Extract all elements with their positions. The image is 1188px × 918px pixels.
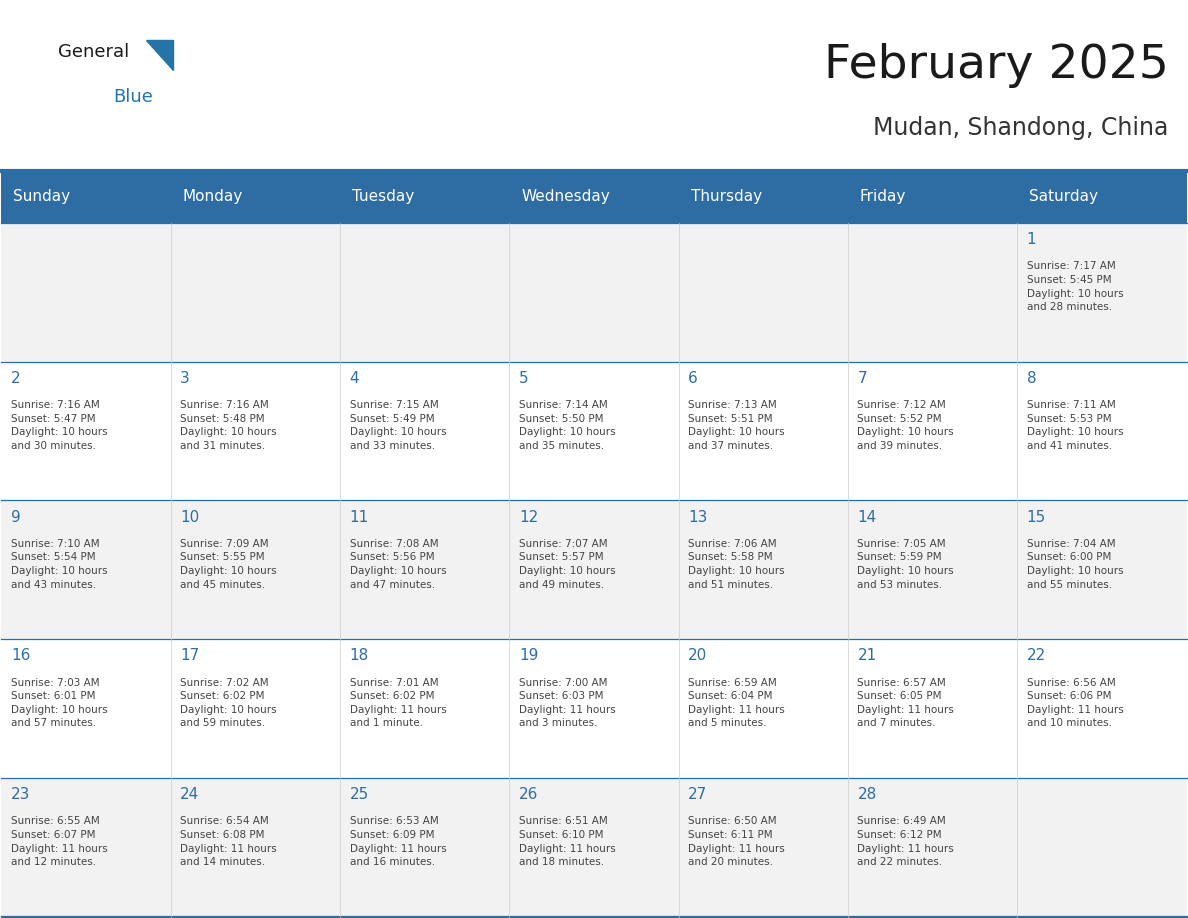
- Text: Sunrise: 7:10 AM
Sunset: 5:54 PM
Daylight: 10 hours
and 43 minutes.: Sunrise: 7:10 AM Sunset: 5:54 PM Dayligh…: [11, 539, 107, 589]
- Text: General: General: [58, 42, 129, 61]
- Text: Friday: Friday: [860, 189, 906, 205]
- Text: Thursday: Thursday: [690, 189, 762, 205]
- Text: 19: 19: [519, 648, 538, 664]
- Text: Sunrise: 7:01 AM
Sunset: 6:02 PM
Daylight: 11 hours
and 1 minute.: Sunrise: 7:01 AM Sunset: 6:02 PM Dayligh…: [349, 677, 447, 728]
- Text: Sunrise: 6:53 AM
Sunset: 6:09 PM
Daylight: 11 hours
and 16 minutes.: Sunrise: 6:53 AM Sunset: 6:09 PM Dayligh…: [349, 816, 447, 868]
- Text: 18: 18: [349, 648, 368, 664]
- Text: Blue: Blue: [113, 88, 153, 106]
- Text: 10: 10: [181, 509, 200, 524]
- Text: Sunrise: 7:09 AM
Sunset: 5:55 PM
Daylight: 10 hours
and 45 minutes.: Sunrise: 7:09 AM Sunset: 5:55 PM Dayligh…: [181, 539, 277, 589]
- Text: Sunrise: 6:49 AM
Sunset: 6:12 PM
Daylight: 11 hours
and 22 minutes.: Sunrise: 6:49 AM Sunset: 6:12 PM Dayligh…: [858, 816, 954, 868]
- Text: 2: 2: [11, 371, 20, 386]
- Text: 22: 22: [1026, 648, 1045, 664]
- Text: Sunrise: 7:15 AM
Sunset: 5:49 PM
Daylight: 10 hours
and 33 minutes.: Sunrise: 7:15 AM Sunset: 5:49 PM Dayligh…: [349, 400, 447, 451]
- Text: 15: 15: [1026, 509, 1045, 524]
- Text: 23: 23: [11, 787, 30, 802]
- Text: Sunrise: 7:07 AM
Sunset: 5:57 PM
Daylight: 10 hours
and 49 minutes.: Sunrise: 7:07 AM Sunset: 5:57 PM Dayligh…: [519, 539, 615, 589]
- FancyBboxPatch shape: [1, 500, 1187, 639]
- Text: Sunrise: 7:05 AM
Sunset: 5:59 PM
Daylight: 10 hours
and 53 minutes.: Sunrise: 7:05 AM Sunset: 5:59 PM Dayligh…: [858, 539, 954, 589]
- Text: 21: 21: [858, 648, 877, 664]
- FancyBboxPatch shape: [1, 171, 1187, 223]
- Text: Tuesday: Tuesday: [352, 189, 415, 205]
- Polygon shape: [146, 39, 173, 70]
- Text: 9: 9: [11, 509, 20, 524]
- Text: Mudan, Shandong, China: Mudan, Shandong, China: [873, 116, 1169, 140]
- Text: 13: 13: [688, 509, 708, 524]
- Text: 26: 26: [519, 787, 538, 802]
- Text: Sunrise: 7:16 AM
Sunset: 5:47 PM
Daylight: 10 hours
and 30 minutes.: Sunrise: 7:16 AM Sunset: 5:47 PM Dayligh…: [11, 400, 107, 451]
- Text: Monday: Monday: [183, 189, 242, 205]
- Text: Sunrise: 6:55 AM
Sunset: 6:07 PM
Daylight: 11 hours
and 12 minutes.: Sunrise: 6:55 AM Sunset: 6:07 PM Dayligh…: [11, 816, 108, 868]
- Text: Sunrise: 7:04 AM
Sunset: 6:00 PM
Daylight: 10 hours
and 55 minutes.: Sunrise: 7:04 AM Sunset: 6:00 PM Dayligh…: [1026, 539, 1124, 589]
- Text: Sunrise: 6:51 AM
Sunset: 6:10 PM
Daylight: 11 hours
and 18 minutes.: Sunrise: 6:51 AM Sunset: 6:10 PM Dayligh…: [519, 816, 615, 868]
- Text: 27: 27: [688, 787, 707, 802]
- Text: 1: 1: [1026, 232, 1036, 247]
- Text: Sunday: Sunday: [13, 189, 70, 205]
- Text: Wednesday: Wednesday: [522, 189, 609, 205]
- Text: Sunrise: 7:17 AM
Sunset: 5:45 PM
Daylight: 10 hours
and 28 minutes.: Sunrise: 7:17 AM Sunset: 5:45 PM Dayligh…: [1026, 262, 1124, 312]
- Text: 16: 16: [11, 648, 30, 664]
- Text: 4: 4: [349, 371, 359, 386]
- Text: Sunrise: 7:14 AM
Sunset: 5:50 PM
Daylight: 10 hours
and 35 minutes.: Sunrise: 7:14 AM Sunset: 5:50 PM Dayligh…: [519, 400, 615, 451]
- Text: 28: 28: [858, 787, 877, 802]
- FancyBboxPatch shape: [1, 639, 1187, 778]
- Text: 8: 8: [1026, 371, 1036, 386]
- Text: Sunrise: 6:56 AM
Sunset: 6:06 PM
Daylight: 11 hours
and 10 minutes.: Sunrise: 6:56 AM Sunset: 6:06 PM Dayligh…: [1026, 677, 1124, 728]
- Text: 11: 11: [349, 509, 368, 524]
- Text: Sunrise: 7:12 AM
Sunset: 5:52 PM
Daylight: 10 hours
and 39 minutes.: Sunrise: 7:12 AM Sunset: 5:52 PM Dayligh…: [858, 400, 954, 451]
- Text: 20: 20: [688, 648, 707, 664]
- Text: 5: 5: [519, 371, 529, 386]
- Text: Sunrise: 6:54 AM
Sunset: 6:08 PM
Daylight: 11 hours
and 14 minutes.: Sunrise: 6:54 AM Sunset: 6:08 PM Dayligh…: [181, 816, 277, 868]
- Text: Sunrise: 6:50 AM
Sunset: 6:11 PM
Daylight: 11 hours
and 20 minutes.: Sunrise: 6:50 AM Sunset: 6:11 PM Dayligh…: [688, 816, 785, 868]
- Text: 3: 3: [181, 371, 190, 386]
- Text: February 2025: February 2025: [824, 42, 1169, 87]
- Text: Sunrise: 7:06 AM
Sunset: 5:58 PM
Daylight: 10 hours
and 51 minutes.: Sunrise: 7:06 AM Sunset: 5:58 PM Dayligh…: [688, 539, 785, 589]
- Text: 7: 7: [858, 371, 867, 386]
- Text: Sunrise: 7:11 AM
Sunset: 5:53 PM
Daylight: 10 hours
and 41 minutes.: Sunrise: 7:11 AM Sunset: 5:53 PM Dayligh…: [1026, 400, 1124, 451]
- Text: Sunrise: 6:59 AM
Sunset: 6:04 PM
Daylight: 11 hours
and 5 minutes.: Sunrise: 6:59 AM Sunset: 6:04 PM Dayligh…: [688, 677, 785, 728]
- Text: Sunrise: 7:00 AM
Sunset: 6:03 PM
Daylight: 11 hours
and 3 minutes.: Sunrise: 7:00 AM Sunset: 6:03 PM Dayligh…: [519, 677, 615, 728]
- Text: 6: 6: [688, 371, 697, 386]
- Text: Sunrise: 7:13 AM
Sunset: 5:51 PM
Daylight: 10 hours
and 37 minutes.: Sunrise: 7:13 AM Sunset: 5:51 PM Dayligh…: [688, 400, 785, 451]
- FancyBboxPatch shape: [1, 778, 1187, 916]
- Text: Sunrise: 7:02 AM
Sunset: 6:02 PM
Daylight: 10 hours
and 59 minutes.: Sunrise: 7:02 AM Sunset: 6:02 PM Dayligh…: [181, 677, 277, 728]
- Text: Sunrise: 7:03 AM
Sunset: 6:01 PM
Daylight: 10 hours
and 57 minutes.: Sunrise: 7:03 AM Sunset: 6:01 PM Dayligh…: [11, 677, 107, 728]
- Text: 24: 24: [181, 787, 200, 802]
- FancyBboxPatch shape: [1, 223, 1187, 362]
- Text: 12: 12: [519, 509, 538, 524]
- Text: 14: 14: [858, 509, 877, 524]
- Text: Sunrise: 7:16 AM
Sunset: 5:48 PM
Daylight: 10 hours
and 31 minutes.: Sunrise: 7:16 AM Sunset: 5:48 PM Dayligh…: [181, 400, 277, 451]
- Text: Saturday: Saturday: [1029, 189, 1098, 205]
- Text: 25: 25: [349, 787, 368, 802]
- Text: Sunrise: 6:57 AM
Sunset: 6:05 PM
Daylight: 11 hours
and 7 minutes.: Sunrise: 6:57 AM Sunset: 6:05 PM Dayligh…: [858, 677, 954, 728]
- Text: Sunrise: 7:08 AM
Sunset: 5:56 PM
Daylight: 10 hours
and 47 minutes.: Sunrise: 7:08 AM Sunset: 5:56 PM Dayligh…: [349, 539, 447, 589]
- Text: 17: 17: [181, 648, 200, 664]
- FancyBboxPatch shape: [1, 362, 1187, 500]
